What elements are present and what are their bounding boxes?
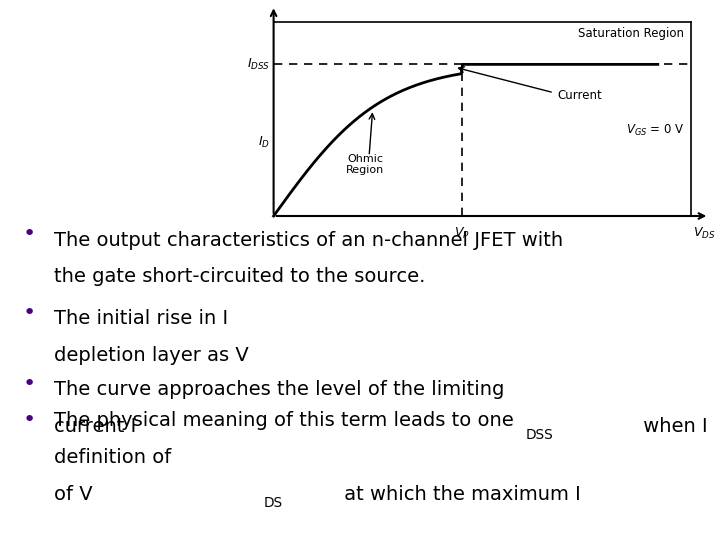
Text: the gate short-circuited to the source.: the gate short-circuited to the source.	[54, 267, 426, 286]
Text: •: •	[22, 302, 35, 322]
Text: Ohmic
Region: Ohmic Region	[346, 154, 384, 176]
Text: $I_D$: $I_D$	[258, 134, 270, 150]
Text: $V_{GS}$ = 0 V: $V_{GS}$ = 0 V	[626, 123, 684, 138]
Text: of V: of V	[54, 485, 93, 504]
Text: depletion layer as V: depletion layer as V	[54, 346, 248, 365]
Text: •: •	[22, 224, 35, 244]
Text: The output characteristics of an n-channel JFET with: The output characteristics of an n-chann…	[54, 231, 563, 249]
Text: •: •	[22, 374, 35, 394]
Text: The initial rise in I: The initial rise in I	[54, 309, 228, 328]
Text: The physical meaning of this term leads to one: The physical meaning of this term leads …	[54, 411, 514, 430]
Text: definition of: definition of	[54, 448, 178, 467]
Text: DS: DS	[264, 496, 283, 510]
Text: when I: when I	[636, 417, 707, 436]
Text: $I_{DSS}$: $I_{DSS}$	[247, 57, 270, 72]
Text: The curve approaches the level of the limiting: The curve approaches the level of the li…	[54, 380, 505, 399]
Text: $V_P$: $V_P$	[454, 226, 469, 241]
Text: DSS: DSS	[526, 428, 554, 442]
Text: Saturation Region: Saturation Region	[578, 27, 684, 40]
Text: $V_{DS}$: $V_{DS}$	[693, 226, 716, 241]
Text: current I: current I	[54, 417, 136, 436]
Text: Current: Current	[557, 89, 603, 102]
Text: •: •	[22, 410, 35, 430]
Text: at which the maximum I: at which the maximum I	[338, 485, 580, 504]
